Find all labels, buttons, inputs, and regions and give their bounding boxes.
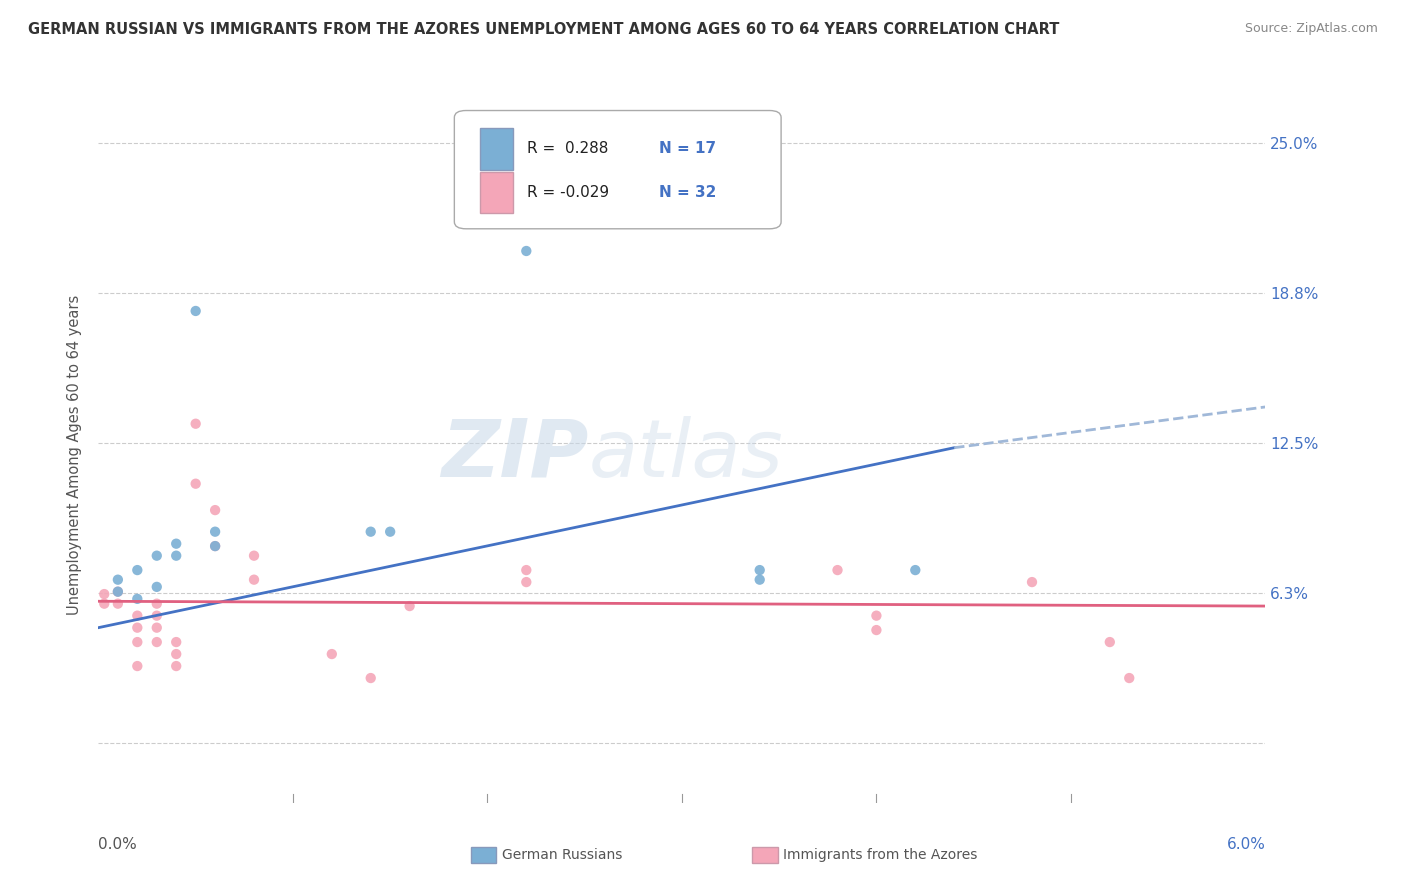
Point xyxy=(93,587,115,601)
Point xyxy=(165,537,187,551)
Point xyxy=(146,549,169,563)
Point xyxy=(204,539,226,553)
Point xyxy=(146,635,169,649)
Point xyxy=(1098,635,1121,649)
Text: N = 17: N = 17 xyxy=(658,141,716,156)
Point xyxy=(107,584,129,599)
Point xyxy=(165,549,187,563)
Point xyxy=(748,573,770,587)
Text: R = -0.029: R = -0.029 xyxy=(527,186,609,200)
Point xyxy=(243,573,266,587)
Point xyxy=(165,635,187,649)
Point xyxy=(1118,671,1140,685)
Point xyxy=(827,563,849,577)
Point xyxy=(146,580,169,594)
Point xyxy=(321,647,343,661)
Point xyxy=(165,659,187,673)
Text: atlas: atlas xyxy=(589,416,783,494)
Point xyxy=(146,597,169,611)
Point xyxy=(107,597,129,611)
Y-axis label: Unemployment Among Ages 60 to 64 years: Unemployment Among Ages 60 to 64 years xyxy=(67,294,83,615)
Point xyxy=(204,524,226,539)
Point xyxy=(904,563,927,577)
Point xyxy=(865,608,887,623)
Point xyxy=(378,524,402,539)
Text: 0.0%: 0.0% xyxy=(98,837,138,852)
Point xyxy=(127,635,149,649)
Point xyxy=(360,671,382,685)
Point xyxy=(515,244,537,258)
Text: N = 32: N = 32 xyxy=(658,186,716,200)
Point xyxy=(127,621,149,635)
Text: 6.0%: 6.0% xyxy=(1226,837,1265,852)
Text: Source: ZipAtlas.com: Source: ZipAtlas.com xyxy=(1244,22,1378,36)
Point xyxy=(184,476,207,491)
Point xyxy=(515,575,537,590)
Text: Immigrants from the Azores: Immigrants from the Azores xyxy=(783,847,977,862)
Point xyxy=(127,563,149,577)
Point xyxy=(93,597,115,611)
Point xyxy=(1021,575,1043,590)
Text: GERMAN RUSSIAN VS IMMIGRANTS FROM THE AZORES UNEMPLOYMENT AMONG AGES 60 TO 64 YE: GERMAN RUSSIAN VS IMMIGRANTS FROM THE AZ… xyxy=(28,22,1060,37)
Point xyxy=(184,417,207,431)
Point xyxy=(165,647,187,661)
Point xyxy=(127,608,149,623)
Text: R =  0.288: R = 0.288 xyxy=(527,141,607,156)
Point xyxy=(243,549,266,563)
Point xyxy=(748,563,770,577)
Point xyxy=(865,623,887,637)
Text: ZIP: ZIP xyxy=(441,416,589,494)
Point xyxy=(107,573,129,587)
Point xyxy=(204,503,226,517)
Point xyxy=(127,659,149,673)
Point xyxy=(515,563,537,577)
Point xyxy=(146,621,169,635)
Point xyxy=(107,584,129,599)
Point xyxy=(146,608,169,623)
Text: German Russians: German Russians xyxy=(502,847,623,862)
FancyBboxPatch shape xyxy=(454,111,782,229)
Point xyxy=(360,524,382,539)
Point xyxy=(127,591,149,606)
FancyBboxPatch shape xyxy=(479,172,513,213)
Point xyxy=(184,304,207,318)
Point xyxy=(204,539,226,553)
FancyBboxPatch shape xyxy=(479,128,513,169)
Point xyxy=(398,599,420,613)
